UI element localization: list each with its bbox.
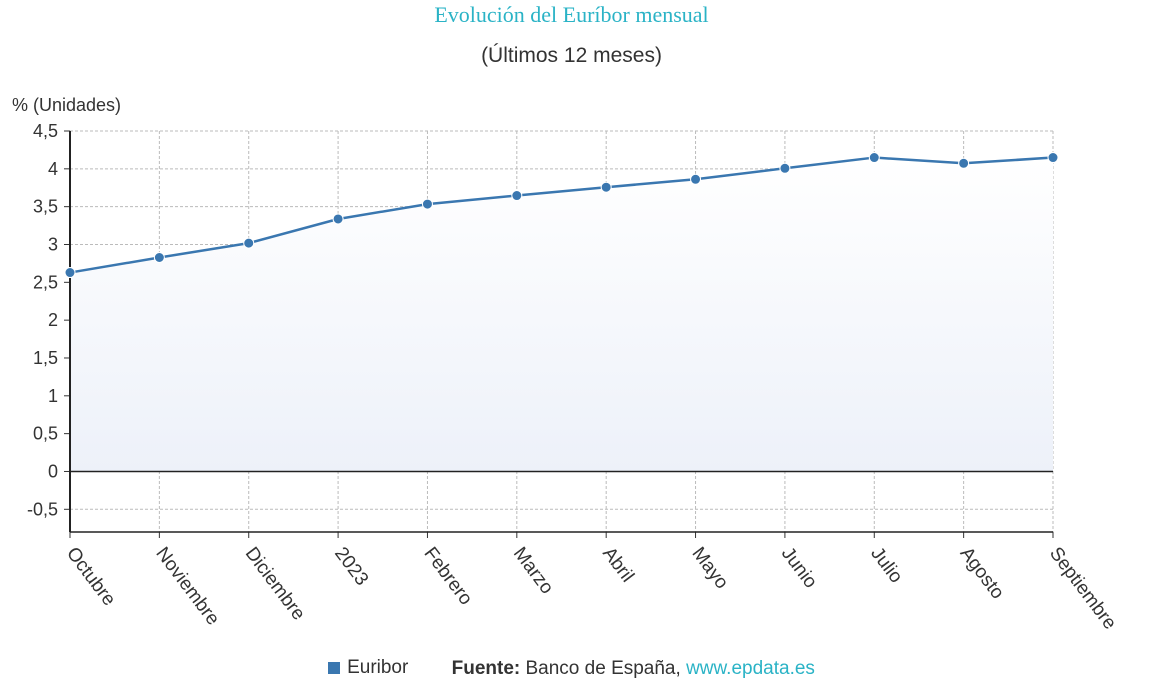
legend-label: Euribor bbox=[347, 657, 409, 678]
chart-subtitle: (Últimos 12 meses) bbox=[481, 44, 662, 67]
y-tick-label: 1,5 bbox=[33, 348, 58, 368]
data-point[interactable] bbox=[958, 157, 970, 169]
y-tick-label: 4,5 bbox=[33, 121, 58, 141]
data-point[interactable] bbox=[243, 237, 255, 249]
legend-swatch bbox=[328, 662, 341, 674]
y-tick-label: 2,5 bbox=[33, 272, 58, 292]
y-tick-label: 0 bbox=[48, 461, 58, 481]
x-tick-label: Junio bbox=[777, 543, 821, 592]
data-point[interactable] bbox=[153, 252, 165, 264]
x-tick-label: Diciembre bbox=[241, 543, 309, 624]
series-line-euribor bbox=[69, 156, 1054, 274]
x-tick-label: Noviembre bbox=[151, 543, 223, 629]
y-tick-label: 1 bbox=[48, 386, 58, 406]
legend-item-euribor[interactable]: Euribor bbox=[328, 657, 408, 679]
source-label: Fuente: bbox=[451, 658, 521, 679]
y-tick-label: 0,5 bbox=[33, 424, 58, 444]
chart-title: Evolución del Euríbor mensual bbox=[434, 2, 709, 27]
data-point[interactable] bbox=[1047, 152, 1059, 164]
x-tick-label: Julio bbox=[866, 543, 906, 587]
x-tick-label: Septiembre bbox=[1045, 543, 1120, 633]
y-tick-label: 2 bbox=[48, 310, 58, 330]
data-point[interactable] bbox=[600, 181, 612, 193]
data-point[interactable] bbox=[332, 213, 344, 225]
legend: Euribor Fuente: Banco de España, www.epd… bbox=[0, 657, 1143, 680]
data-point[interactable] bbox=[64, 267, 76, 279]
x-tick-label: Octubre bbox=[62, 543, 119, 610]
area-fill-euribor bbox=[70, 157, 1053, 472]
x-tick-label: Agosto bbox=[956, 543, 1008, 603]
data-point[interactable] bbox=[511, 190, 523, 202]
x-tick-label: Marzo bbox=[509, 543, 558, 598]
x-tick-label: 2023 bbox=[330, 543, 372, 589]
data-point[interactable] bbox=[690, 173, 702, 185]
x-tick-label: Abril bbox=[598, 543, 638, 586]
source-credit: Fuente: Banco de España, www.epdata.es bbox=[452, 658, 815, 679]
x-tick-label: Febrero bbox=[419, 543, 476, 609]
source-link[interactable]: www.epdata.es bbox=[686, 658, 815, 679]
y-axis-label: % (Unidades) bbox=[12, 95, 121, 115]
y-tick-label: 3 bbox=[48, 234, 58, 254]
y-tick-label: 4 bbox=[48, 159, 58, 179]
data-point[interactable] bbox=[868, 152, 880, 164]
source-text: Banco de España, bbox=[520, 658, 687, 679]
y-tick-label: -0,5 bbox=[27, 499, 58, 519]
x-tick-label: Mayo bbox=[688, 543, 733, 593]
data-point[interactable] bbox=[779, 162, 791, 174]
y-tick-label: 3,5 bbox=[33, 197, 58, 217]
data-point[interactable] bbox=[421, 198, 433, 210]
